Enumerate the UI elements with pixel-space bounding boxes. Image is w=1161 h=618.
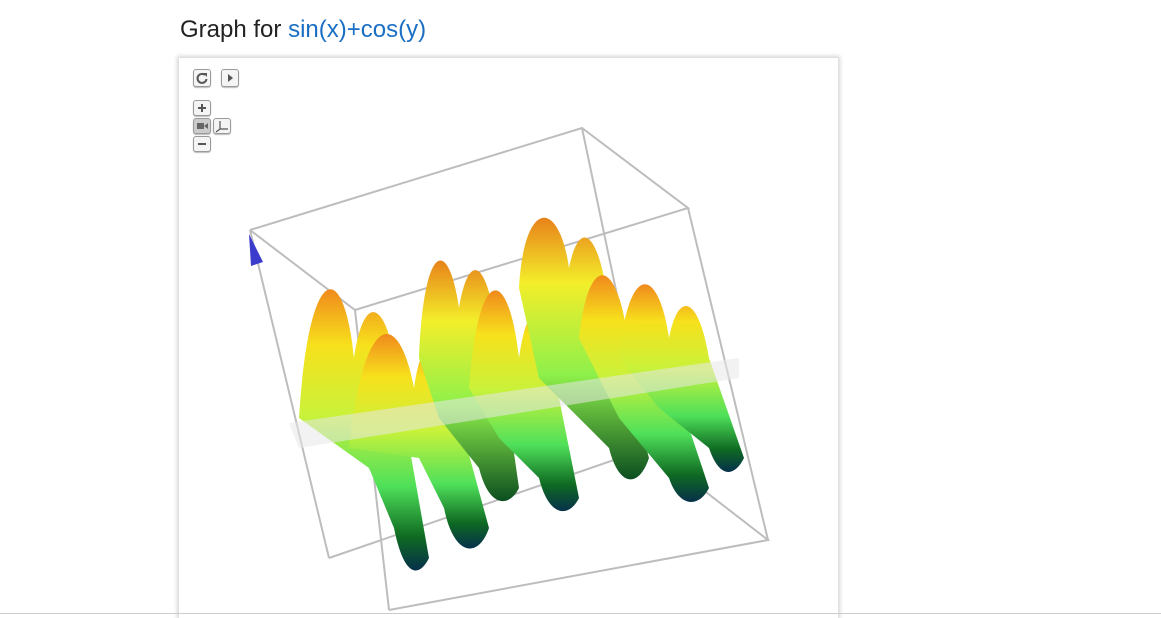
expression-link[interactable]: sin(x)+cos(y)	[288, 16, 427, 43]
zoom-out-button[interactable]	[193, 136, 211, 152]
play-icon	[228, 74, 233, 82]
plot-3d	[249, 126, 771, 611]
camera-button[interactable]	[193, 118, 211, 134]
axis-marker	[249, 234, 263, 266]
reset-button[interactable]	[193, 69, 211, 87]
camera-icon	[197, 123, 208, 129]
play-button[interactable]	[221, 69, 239, 87]
axes-button[interactable]	[213, 118, 231, 134]
divider	[0, 613, 1161, 614]
minus-icon	[198, 143, 206, 145]
graph-heading: Graph for sin(x)+cos(y)	[180, 16, 426, 44]
surface	[289, 217, 744, 571]
axes-icon	[215, 121, 228, 133]
plus-icon	[198, 104, 206, 112]
reset-icon	[196, 72, 208, 84]
heading-prefix: Graph for	[180, 16, 282, 43]
graph-viewer	[179, 58, 838, 618]
zoom-in-button[interactable]	[193, 100, 211, 116]
